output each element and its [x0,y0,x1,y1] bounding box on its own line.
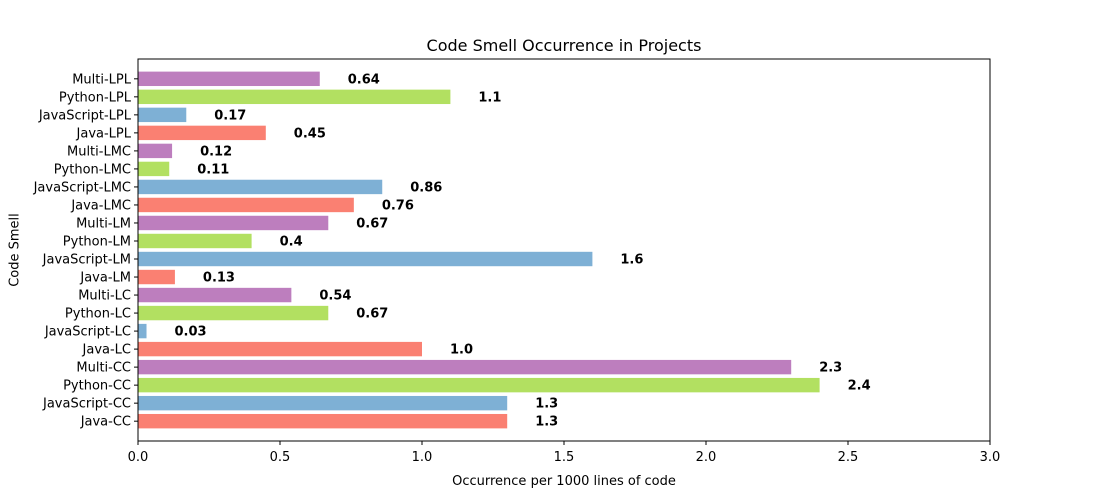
y-tick-label: JavaScript-LM [42,253,131,268]
bar-multi-lc [138,287,292,303]
bar-python-lm [138,233,252,249]
bar-java-lm [138,269,175,285]
value-label: 1.3 [535,415,558,430]
bar-javascript-lm [138,251,593,267]
bar-java-lpl [138,125,266,141]
value-label: 1.6 [620,253,643,268]
bar-python-lc [138,305,329,321]
value-label: 0.67 [356,216,388,231]
x-tick-label: 1.5 [554,450,575,465]
value-label: 0.76 [382,198,414,213]
y-tick-label: JavaScript-LC [44,325,131,340]
value-label: 0.54 [319,289,351,304]
y-tick-label: JavaScript-LMC [33,180,131,195]
bar-javascript-cc [138,395,508,411]
x-tick-label: 2.5 [838,450,859,465]
value-label: 2.3 [819,361,842,376]
x-tick-label: 1.0 [412,450,433,465]
y-tick-label: Java-LM [79,271,131,286]
bar-javascript-lpl [138,107,187,123]
y-tick-label: Java-CC [80,415,131,430]
y-tick-label: Multi-LC [78,289,131,304]
bar-java-lc [138,341,422,357]
value-label: 0.67 [356,307,388,322]
value-label: 0.4 [280,234,303,249]
x-tick-label: 2.0 [696,450,717,465]
x-tick-label: 0.0 [128,450,149,465]
value-label: 0.64 [348,72,380,87]
y-tick-label: Java-LC [82,343,131,358]
bar-multi-lm [138,215,329,231]
bar-java-cc [138,413,508,429]
y-tick-label: Python-LPL [59,90,132,105]
y-tick-label: Python-LM [63,234,131,249]
y-tick-label: Multi-CC [76,361,131,376]
bar-python-cc [138,377,820,393]
y-tick-label: JavaScript-CC [42,397,131,412]
y-axis-title: Code Smell [8,213,23,287]
value-label: 0.03 [175,325,207,340]
value-label: 0.17 [214,108,246,123]
y-tick-label: JavaScript-LPL [38,108,132,123]
bar-multi-lmc [138,143,173,159]
value-label: 0.13 [203,271,235,286]
y-tick-label: Multi-LMC [67,144,131,159]
bar-java-lmc [138,197,354,213]
x-axis-ticks: 0.0 0.5 1.0 1.5 2.0 2.5 3.0 [128,441,1001,465]
value-label: 1.1 [478,90,501,105]
x-tick-label: 3.0 [980,450,1001,465]
y-tick-label: Java-LPL [76,126,132,141]
y-tick-label: Python-CC [63,379,131,394]
y-tick-label: Python-LC [65,307,131,322]
value-label: 1.3 [535,397,558,412]
bars-group [138,71,820,429]
bar-javascript-lmc [138,179,383,195]
y-tick-label: Multi-LM [76,216,131,231]
value-label: 0.45 [294,126,326,141]
bar-javascript-lc [138,323,147,339]
value-label: 0.12 [200,144,232,159]
plot-frame [137,58,991,442]
bar-multi-cc [138,359,792,375]
bar-python-lpl [138,89,451,105]
value-label: 0.11 [197,162,229,177]
y-tick-label: Python-LMC [54,162,131,177]
y-tick-label: Multi-LPL [72,72,132,87]
chart-title: Code Smell Occurrence in Projects [427,36,702,55]
y-tick-label: Java-LMC [70,198,131,213]
bar-multi-lpl [138,71,320,87]
value-label: 2.4 [848,379,871,394]
value-label: 1.0 [450,343,473,358]
value-labels: 1.3 1.3 2.4 2.3 1.0 0.03 0.67 0.54 0.13 1.6 0.4 0.6… [175,72,871,429]
bar-python-lmc [138,161,170,177]
value-label: 0.86 [410,180,442,195]
x-axis-title: Occurrence per 1000 lines of code [452,474,676,489]
y-axis-ticks: Java-CC JavaScript-CC Python-CC Multi-CC Jav… [33,72,138,430]
x-tick-label: 0.5 [270,450,291,465]
